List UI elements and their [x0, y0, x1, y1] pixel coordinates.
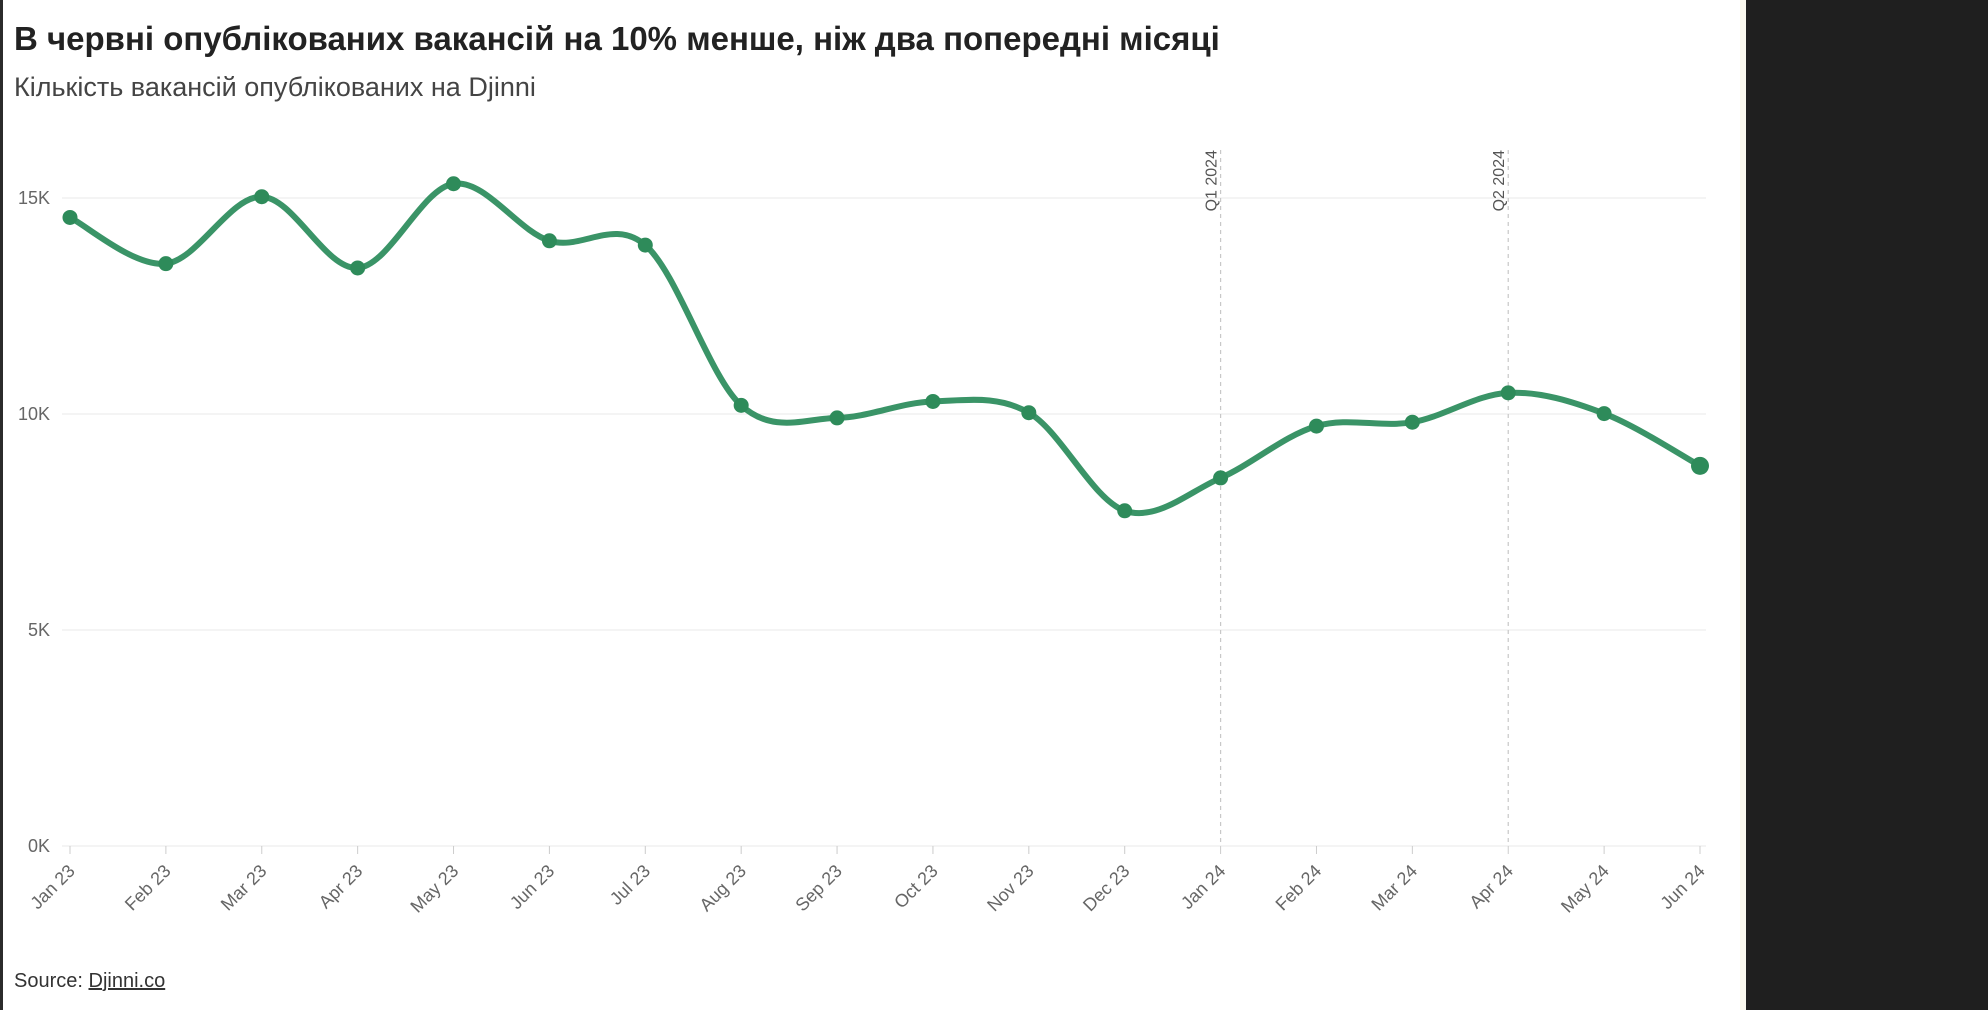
data-point — [1117, 503, 1133, 519]
chart-title: В червні опублікованих вакансій на 10% м… — [14, 20, 1220, 57]
data-point — [1308, 418, 1324, 434]
frame-right-margin — [1740, 0, 1746, 1010]
x-tick-label: Aug 23 — [696, 861, 750, 915]
frame-left-border — [0, 0, 3, 1010]
x-tick-label: Mar 23 — [217, 861, 271, 915]
x-tick-label: Jun 24 — [1656, 861, 1708, 913]
annotation-label: Q1 2024 — [1204, 150, 1221, 211]
y-tick-label: 15K — [18, 188, 50, 208]
data-point — [541, 233, 557, 249]
data-point — [733, 397, 749, 413]
x-axis: Jan 23 Feb 23 Mar 23 Apr 23 May 23 Jun 23 Jul … — [26, 846, 1709, 917]
x-tick-label: Apr 23 — [315, 861, 367, 913]
y-tick-label: 10K — [18, 404, 50, 424]
x-tick-label: May 24 — [1557, 861, 1613, 917]
source-note: Source: Djinni.co — [14, 970, 165, 993]
data-point — [62, 209, 78, 225]
data-point — [1596, 406, 1612, 422]
frame-right-background — [1746, 0, 1988, 1010]
data-point — [1404, 414, 1420, 430]
x-tick-label: Mar 24 — [1367, 861, 1421, 915]
x-tick-label: Jan 23 — [26, 861, 78, 913]
line-chart: 0K 5K 10K 15K Q1 2024 Q2 2024 Jan 23 Feb 23 Ma… — [18, 150, 1709, 917]
annotation-label: Q2 2024 — [1491, 150, 1508, 211]
y-axis: 0K 5K 10K 15K — [18, 188, 50, 856]
x-tick-label: Dec 23 — [1079, 861, 1133, 915]
source-link[interactable]: Djinni.co — [88, 970, 166, 992]
annotations: Q1 2024 Q2 2024 — [1204, 150, 1509, 846]
data-point — [1691, 456, 1709, 475]
x-tick-label: Sep 23 — [791, 861, 845, 915]
series-line — [67, 180, 1703, 517]
x-tick-label: Jun 23 — [506, 861, 558, 913]
data-point — [446, 176, 462, 192]
x-tick-label: Nov 23 — [983, 861, 1037, 915]
x-tick-label: Feb 23 — [121, 861, 175, 915]
data-point — [350, 260, 366, 276]
data-point — [637, 237, 653, 253]
grid — [62, 197, 1706, 847]
source-label: Source: — [14, 970, 83, 992]
x-tick-label: May 23 — [406, 861, 462, 917]
data-point — [829, 410, 845, 426]
x-tick-label: Jul 23 — [606, 861, 654, 909]
data-point — [1213, 470, 1229, 486]
data-point — [925, 393, 941, 409]
chart-subtitle: Кількість вакансій опублікованих на Djin… — [14, 72, 536, 102]
x-tick-label: Feb 24 — [1272, 861, 1326, 915]
data-point — [254, 189, 270, 205]
x-tick-label: Apr 24 — [1465, 861, 1517, 913]
x-tick-label: Oct 23 — [890, 861, 942, 913]
x-tick-label: Jan 24 — [1177, 861, 1229, 913]
data-point — [1500, 385, 1516, 401]
y-tick-label: 0K — [28, 836, 50, 856]
data-point — [158, 256, 174, 272]
data-point — [1021, 405, 1037, 421]
y-tick-label: 5K — [28, 620, 50, 640]
series — [62, 176, 1709, 519]
